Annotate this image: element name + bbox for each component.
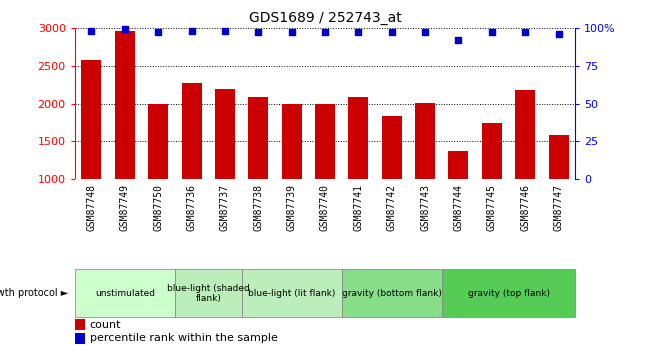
Bar: [75, 319, 84, 330]
Bar: [515, 90, 535, 179]
Point: [487, 29, 497, 35]
Point: [86, 28, 97, 33]
Text: blue-light (shaded
flank): blue-light (shaded flank): [167, 284, 250, 303]
Bar: [75, 269, 175, 317]
Bar: [549, 135, 569, 179]
Text: percentile rank within the sample: percentile rank within the sample: [90, 333, 278, 343]
Bar: [315, 104, 335, 179]
Text: GSM87747: GSM87747: [554, 184, 564, 231]
Bar: [342, 269, 442, 317]
Text: blue-light (lit flank): blue-light (lit flank): [248, 289, 335, 298]
Text: GSM87749: GSM87749: [120, 184, 130, 231]
Bar: [75, 333, 84, 344]
Bar: [242, 269, 342, 317]
Point: [120, 26, 130, 32]
Point: [187, 28, 197, 33]
Text: GSM87745: GSM87745: [487, 184, 497, 231]
Bar: [148, 104, 168, 179]
Point: [553, 31, 564, 37]
Point: [387, 29, 397, 35]
Bar: [215, 89, 235, 179]
Bar: [248, 97, 268, 179]
Bar: [382, 116, 402, 179]
Text: GSM87743: GSM87743: [420, 184, 430, 231]
Text: GSM87748: GSM87748: [86, 184, 96, 231]
Point: [353, 29, 363, 35]
Text: GSM87740: GSM87740: [320, 184, 330, 231]
Point: [420, 29, 430, 35]
Bar: [482, 123, 502, 179]
Text: GSM87742: GSM87742: [387, 184, 396, 231]
Text: GSM87746: GSM87746: [520, 184, 530, 231]
Text: gravity (bottom flank): gravity (bottom flank): [342, 289, 441, 298]
Text: GSM87736: GSM87736: [187, 184, 196, 231]
Point: [220, 28, 230, 33]
Bar: [348, 97, 369, 179]
Point: [287, 29, 297, 35]
Bar: [115, 31, 135, 179]
Bar: [415, 103, 435, 179]
Text: gravity (top flank): gravity (top flank): [467, 289, 549, 298]
Bar: [442, 269, 575, 317]
Text: GSM87739: GSM87739: [287, 184, 296, 231]
Point: [453, 37, 463, 42]
Bar: [175, 269, 242, 317]
Text: GSM87750: GSM87750: [153, 184, 163, 231]
Text: GSM87737: GSM87737: [220, 184, 230, 231]
Bar: [81, 60, 101, 179]
Text: GSM87744: GSM87744: [454, 184, 463, 231]
Bar: [281, 104, 302, 179]
Bar: [448, 150, 469, 179]
Bar: [181, 83, 202, 179]
Point: [520, 29, 530, 35]
Text: count: count: [90, 319, 122, 329]
Point: [153, 29, 163, 35]
Title: GDS1689 / 252743_at: GDS1689 / 252743_at: [248, 11, 402, 25]
Text: unstimulated: unstimulated: [95, 289, 155, 298]
Text: GSM87741: GSM87741: [354, 184, 363, 231]
Point: [320, 29, 330, 35]
Text: growth protocol ►: growth protocol ►: [0, 288, 68, 298]
Text: GSM87738: GSM87738: [254, 184, 263, 231]
Point: [253, 29, 263, 35]
